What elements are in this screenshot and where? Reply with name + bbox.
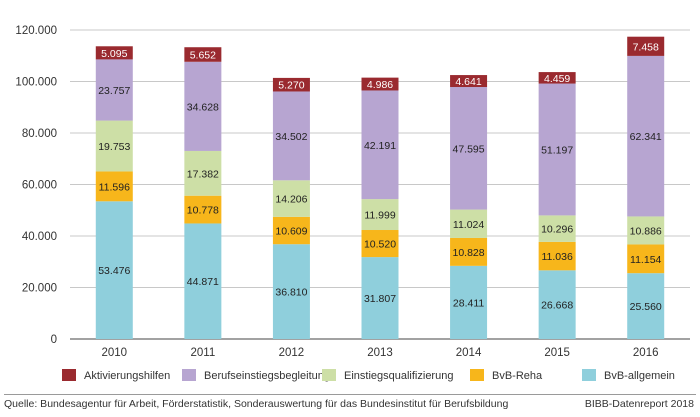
bar-segment xyxy=(95,171,133,202)
legend-swatch xyxy=(582,369,596,381)
bar-segment xyxy=(627,216,665,245)
y-tick-label: 60.000 xyxy=(22,180,57,192)
bar-segment xyxy=(361,199,399,231)
x-tick-label: 2015 xyxy=(544,347,570,359)
data-label: 34.502 xyxy=(275,131,307,143)
data-label: 5.652 xyxy=(190,50,216,62)
bar-segment xyxy=(184,150,222,196)
data-label: 47.595 xyxy=(453,143,485,155)
credit-note: BIBB-Datenreport 2018 xyxy=(584,398,694,410)
bar-segment xyxy=(95,46,133,60)
bar-segment xyxy=(272,180,310,217)
data-label: 4.459 xyxy=(544,73,570,85)
data-label: 25.560 xyxy=(630,301,662,313)
data-label: 23.757 xyxy=(98,85,130,97)
stacked-bar-chart: 0 20.000 40.000 60.000 80.000 100.000 120.000 5… xyxy=(15,25,690,382)
legend-label: Berufseinstiegsbegleitung xyxy=(204,370,330,382)
y-tick-label: 20.000 xyxy=(22,283,57,295)
bar-segment xyxy=(184,61,222,151)
x-tick-label: 2014 xyxy=(456,347,482,359)
data-label: 26.668 xyxy=(541,300,573,312)
bar-segment xyxy=(272,77,310,92)
source-note: Quelle: Bundesagentur für Arbeit, Förder… xyxy=(4,398,509,410)
data-label: 28.411 xyxy=(453,297,484,309)
data-label: 11.596 xyxy=(99,181,130,193)
data-label: 5.270 xyxy=(278,80,304,92)
bar-segment xyxy=(450,265,488,339)
bar-segment xyxy=(627,244,665,274)
bar-segment xyxy=(361,90,399,200)
bar-segment xyxy=(538,241,576,271)
y-tick-label: 40.000 xyxy=(22,231,57,243)
bar-segment xyxy=(627,55,665,217)
bar-segment xyxy=(361,230,399,258)
y-tick-label: 80.000 xyxy=(22,128,57,140)
legend-swatch xyxy=(182,369,196,381)
bar-segment xyxy=(184,47,222,62)
x-tick-label: 2013 xyxy=(367,347,393,359)
data-label: 10.609 xyxy=(275,226,307,238)
data-label: 4.986 xyxy=(367,79,393,91)
legend-label: BvB-allgemein xyxy=(604,370,675,382)
bar-segment xyxy=(538,72,576,84)
x-tick-label: 2010 xyxy=(101,347,127,359)
bar-segment xyxy=(272,216,310,245)
bar-segment xyxy=(272,91,310,181)
data-label: 10.520 xyxy=(364,239,396,251)
data-label: 42.191 xyxy=(364,140,396,152)
data-label: 11.999 xyxy=(364,210,395,222)
data-label: 14.206 xyxy=(275,194,307,206)
data-label: 62.341 xyxy=(630,131,662,143)
bar-segment xyxy=(184,195,222,224)
legend-swatch xyxy=(62,369,76,381)
y-tick-label: 100.000 xyxy=(15,77,57,89)
data-label: 44.871 xyxy=(187,276,219,288)
data-label: 10.296 xyxy=(541,224,573,236)
legend-swatch xyxy=(322,369,336,381)
legend-swatch xyxy=(470,369,484,381)
data-label: 10.778 xyxy=(187,205,219,217)
data-label: 17.382 xyxy=(187,168,219,180)
data-label: 36.810 xyxy=(275,287,307,299)
data-label: 31.807 xyxy=(364,293,396,305)
bar-segment xyxy=(272,244,310,339)
data-label: 51.197 xyxy=(541,144,573,156)
bar-segment xyxy=(538,270,576,339)
y-tick-label: 0 xyxy=(51,334,57,346)
bar-segment xyxy=(184,223,222,339)
bar-segment xyxy=(450,237,488,266)
bar-segment xyxy=(95,59,133,121)
legend-label: Aktivierungshilfen xyxy=(84,370,170,382)
x-tick-label: 2011 xyxy=(190,347,215,359)
legend-label: Einstiegsqualifizierung xyxy=(344,370,453,382)
data-label: 7.458 xyxy=(633,41,659,53)
bar-segment xyxy=(450,87,488,210)
bar-segment xyxy=(95,120,133,172)
bar-segment xyxy=(95,201,133,339)
data-label: 11.154 xyxy=(630,254,661,266)
footer-divider xyxy=(4,394,696,395)
data-label: 19.753 xyxy=(98,141,130,153)
bar-segment xyxy=(538,83,576,216)
data-label: 10.828 xyxy=(453,247,485,259)
bar-segment xyxy=(450,75,488,88)
data-label: 4.641 xyxy=(455,76,481,88)
data-label: 5.095 xyxy=(101,48,127,60)
bar-segment xyxy=(538,215,576,242)
bar-segment xyxy=(627,36,665,56)
legend-label: BvB-Reha xyxy=(492,370,543,382)
bar-segment xyxy=(450,209,488,238)
x-tick-label: 2016 xyxy=(633,347,659,359)
data-label: 34.628 xyxy=(187,101,219,113)
bar-segment xyxy=(361,257,399,339)
y-tick-label: 120.000 xyxy=(15,25,57,37)
data-label: 11.036 xyxy=(541,251,572,263)
bar-segment xyxy=(361,77,399,91)
bar-segment xyxy=(627,273,665,339)
x-tick-label: 2012 xyxy=(279,347,305,359)
data-label: 11.024 xyxy=(453,219,484,231)
data-label: 10.886 xyxy=(630,225,662,237)
data-label: 53.476 xyxy=(98,265,130,277)
